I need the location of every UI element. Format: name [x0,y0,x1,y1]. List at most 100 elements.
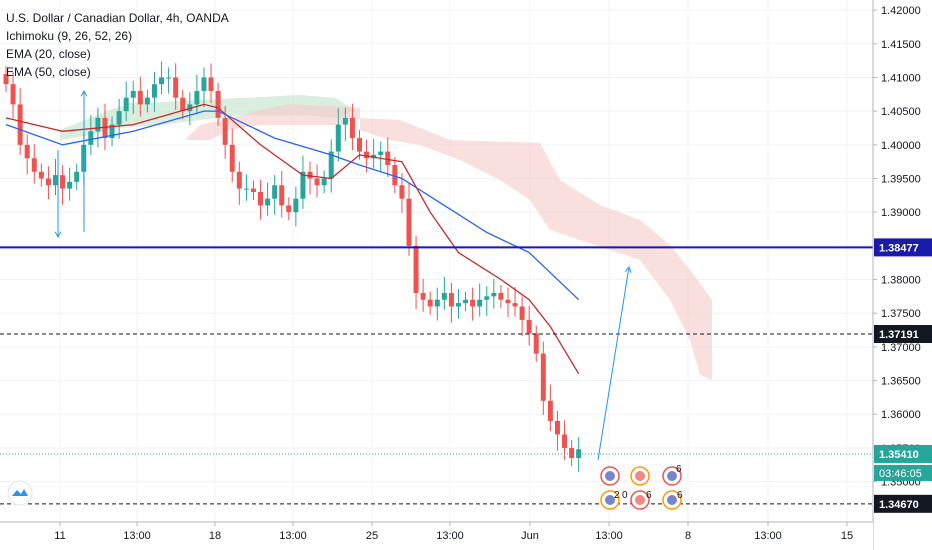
candle-body [314,178,320,186]
candle-body [434,299,440,307]
tradingview-logo-icon[interactable] [7,480,33,506]
candle-body [455,303,461,307]
candle-body [180,97,186,112]
candle-body [441,292,447,300]
x-tick-label: Jun [521,530,539,542]
candle-body [569,447,575,459]
flag-icon [667,471,677,481]
candle-body [31,158,37,172]
event-count-label: 6 [677,490,683,501]
candle-body [526,319,532,334]
time-axis [0,522,873,550]
candle-body [547,400,553,421]
candle-body [505,299,511,304]
candle-body [201,77,207,91]
plot-area [0,0,873,522]
candle-body [385,151,391,166]
x-tick-label: 13:00 [754,530,782,542]
y-tick-label: 1.37500 [881,308,921,320]
candle-body [307,171,313,179]
candle-body [562,434,568,448]
flag-icon [605,495,615,505]
price-level-label: 1.37191 [879,329,919,341]
candle-body [512,303,518,307]
x-tick-label: 18 [209,530,221,542]
flag-icon [635,471,645,481]
price-level-label: 1.35410 [879,449,919,461]
candle-body [279,185,285,206]
flag-icon [605,471,615,481]
candle-body [576,449,582,459]
candle-body [406,198,412,246]
candle-body [67,181,73,189]
down-arrow-head [54,231,62,239]
countdown-timer: 03:46:05 [879,468,922,480]
candle-body [554,420,560,435]
x-tick-label: 25 [366,530,378,542]
x-tick-label: 11 [54,530,65,542]
candle-body [420,292,426,300]
ema20-legend[interactable]: EMA (20, close) [6,47,91,61]
candle-body [116,111,122,125]
ema50-legend[interactable]: EMA (50, close) [6,65,91,79]
candle-body [321,178,327,186]
price-level-label: 1.34670 [879,499,919,511]
y-tick-label: 1.41500 [881,39,921,51]
y-tick-label: 1.39500 [881,173,921,185]
price-level-label-bg [874,494,932,513]
candle-body [286,205,292,213]
candle-body [413,245,419,293]
candle-body [265,198,271,206]
candle-body [3,74,9,85]
symbol-title[interactable]: U.S. Dollar / Canadian Dollar, 4h, OANDA [6,11,229,25]
candle-body [328,151,334,179]
ichimoku-cloud-bearish [185,104,360,140]
candle-body [88,131,94,145]
x-tick-label: 13:00 [595,530,623,542]
x-tick-label: 13:00 [279,530,307,542]
candle-body [10,84,16,105]
x-tick-label: 13:00 [123,530,151,542]
candle-body [166,77,172,79]
y-tick-label: 1.40500 [881,106,921,118]
y-tick-label: 1.37000 [881,342,921,354]
y-tick-label: 1.36000 [881,409,921,421]
candle-body [491,292,497,297]
candle-body [144,97,150,105]
candle-body [300,171,306,199]
ichimoku-legend[interactable]: Ichimoku (9, 26, 52, 26) [6,29,133,43]
x-tick-label: 8 [685,530,691,542]
candle-body [533,333,539,354]
flag-icon [635,495,645,505]
y-tick-label: 1.40000 [881,140,921,152]
candle-body [470,299,476,307]
candle-body [236,171,242,189]
candle-body [130,90,136,98]
event-count-label: 6 [646,490,652,501]
chart-legend: U.S. Dollar / Canadian Dollar, 4h, OANDA… [6,9,229,81]
ema20-line [5,103,580,375]
x-tick-label: 13:00 [436,530,464,542]
candle-body [215,90,221,118]
candle-body [229,144,235,172]
ema50-line [5,110,580,301]
candle-body [243,188,249,190]
candle-body [45,178,51,186]
candle-body [427,299,433,307]
candle-body [378,151,384,155]
candle-body [463,299,469,304]
candle-body [95,117,101,132]
candle-body [74,171,80,182]
y-tick-label: 1.36500 [881,376,921,388]
candle-body [137,90,143,105]
event-count-label: 6 [676,464,682,475]
candle-body [123,97,129,112]
countdown-bg [874,464,932,481]
candle-body [477,299,483,307]
candle-body [38,171,44,179]
candle-body [208,77,214,91]
y-tick-label: 1.38000 [881,275,921,287]
candle-body [187,104,193,112]
candle-body [335,124,341,152]
